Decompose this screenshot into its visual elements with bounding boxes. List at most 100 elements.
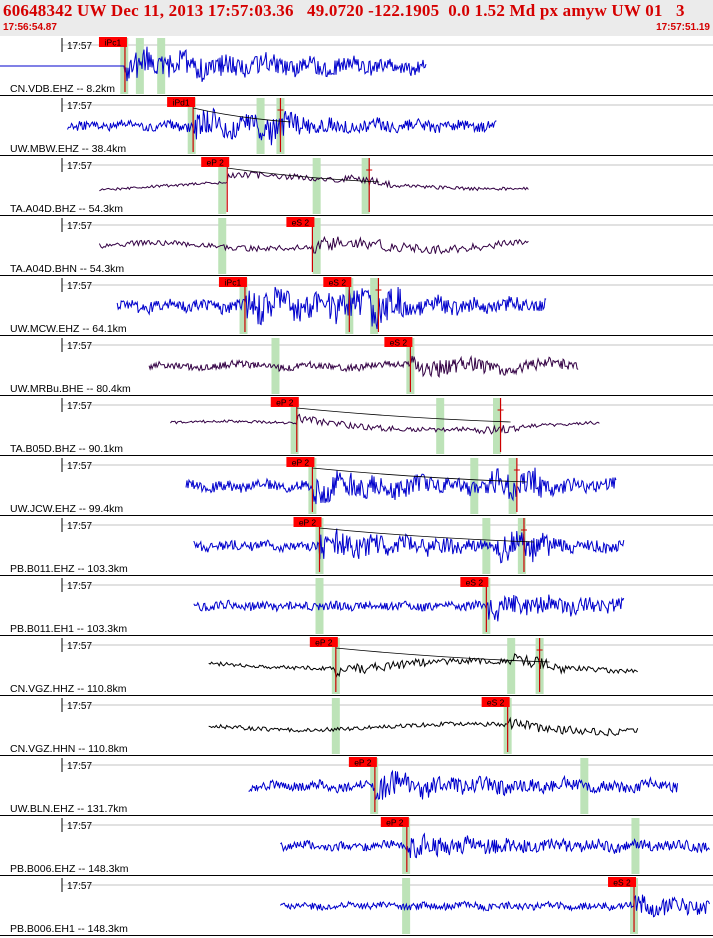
station-label: UW.BLN.EHZ -- 131.7km [10, 803, 128, 815]
trace-panel: 17:57 eS 2 PB.B011.EH1 -- 103.3km [0, 577, 713, 636]
pick-label: eS 2 [487, 698, 505, 708]
pick-label: eP 2 [386, 818, 404, 828]
station-label: UW.MCW.EHZ -- 64.1km [10, 323, 127, 335]
phase-window-band [218, 218, 227, 274]
phase-window-band [331, 698, 340, 754]
event-header: 60648342 UW Dec 11, 2013 17:57:03.36 49.… [0, 0, 713, 36]
trace-panel: 17:57 eP 2 TA.B05D.BHZ -- 90.1km [0, 397, 713, 456]
pick-label: eP 2 [276, 398, 294, 408]
phase-window-band [187, 98, 196, 154]
station-label: PB.B006.EH1 -- 148.3km [10, 923, 128, 935]
time-tick-label: 17:57 [67, 761, 92, 772]
station-label: TA.A04D.BHN -- 54.3km [10, 263, 124, 275]
pick-flag [323, 277, 352, 287]
pick-label: eP 2 [292, 458, 310, 468]
phase-window-band [370, 278, 379, 334]
pick-flag [384, 337, 413, 347]
station-label: PB.B006.EHZ -- 148.3km [10, 863, 129, 875]
pick-flag [98, 37, 127, 47]
waveform-trace [185, 467, 617, 505]
waveform-trace [193, 594, 625, 622]
time-tick-label: 17:57 [67, 221, 92, 232]
time-tick-label: 17:57 [67, 821, 92, 832]
waveform-trace [280, 832, 710, 859]
travel-time-curve [227, 167, 380, 183]
time-tick-label: 17:57 [67, 281, 92, 292]
trace-panel: 17:57 eS 2 TA.A04D.BHN -- 54.3km [0, 217, 713, 276]
time-tick-label: 17:57 [67, 521, 92, 532]
time-tick-label: 17:57 [67, 401, 92, 412]
pick-label: eP 2 [299, 518, 317, 528]
trace-panel: 17:57 iPd1 UW.MBW.EHZ -- 38.4km [0, 97, 713, 156]
time-tick-label: 17:57 [67, 641, 92, 652]
pick-flag [293, 517, 322, 527]
trace-panel: 17:57 eS 2 UW.MRBu.BHE -- 80.4km [0, 337, 713, 396]
waveform-trace [67, 107, 497, 146]
waveform-trace [280, 894, 710, 918]
time-tick-label: 17:57 [67, 701, 92, 712]
phase-window-band [290, 398, 299, 454]
travel-time-curve [193, 107, 291, 123]
pick-flag [286, 217, 315, 227]
waveform-trace [98, 235, 529, 255]
pick-flag [380, 817, 409, 827]
time-tick-label: 17:57 [67, 161, 92, 172]
waveform-trace [99, 171, 529, 192]
waveform-trace [248, 769, 678, 801]
time-tick-label: 17:57 [67, 581, 92, 592]
station-label: CN.VDB.EHZ -- 8.2km [10, 83, 115, 95]
pick-label: iPc1 [225, 278, 242, 288]
pick-flag [218, 277, 247, 287]
pick-label: eS 2 [466, 578, 484, 588]
phase-window-band [507, 638, 516, 694]
station-label: TA.A04D.BHZ -- 54.3km [10, 203, 123, 215]
pick-flag [481, 697, 510, 707]
waveform-trace [148, 354, 579, 378]
time-tick-label: 17:57 [67, 41, 92, 52]
phase-window-band [631, 818, 640, 874]
waveform-trace [116, 286, 547, 330]
station-label: UW.MBW.EHZ -- 38.4km [10, 143, 126, 155]
trace-panel: 17:57 eS 2 PB.B006.EH1 -- 148.3km [0, 877, 713, 936]
phase-window-band [493, 398, 501, 454]
pick-flag [270, 397, 299, 407]
pick-flag [167, 97, 196, 107]
phase-window-band [157, 38, 166, 94]
pick-label: iPd1 [173, 98, 190, 108]
phase-window-band [508, 458, 517, 514]
end-time-label: 17:57:51.19 [656, 22, 710, 33]
pick-flag [460, 577, 489, 587]
start-time-label: 17:56:54.87 [3, 22, 57, 33]
waveform-trace [0, 46, 427, 82]
trace-panel: 17:57 eP 2 UW.BLN.EHZ -- 131.7km [0, 757, 713, 816]
phase-window-band [135, 38, 144, 94]
phase-window-band [256, 98, 265, 154]
pick-label: eS 2 [292, 218, 310, 228]
phase-window-band [436, 398, 445, 454]
trace-panel: 17:57 iPc1 eS 2 UW.MCW.EHZ -- 64.1km [0, 277, 713, 336]
phase-window-band [370, 758, 379, 814]
phase-window-band [218, 158, 227, 214]
time-tick-label: 17:57 [67, 461, 92, 472]
phase-window-band [361, 158, 370, 214]
trace-panel: 17:57 eP 2 PB.B011.EHZ -- 103.3km [0, 517, 713, 576]
pick-label: eS 2 [390, 338, 408, 348]
station-label: UW.MRBu.BHE -- 80.4km [10, 383, 131, 395]
travel-time-curve [296, 407, 511, 423]
waveform-trace [193, 528, 625, 564]
trace-panel: 17:57 eP 2 CN.VGZ.HHZ -- 110.8km [0, 637, 713, 696]
trace-panel: 17:57 eP 2 PB.B006.EHZ -- 148.3km [0, 817, 713, 876]
station-label: CN.VGZ.HHN -- 110.8km [10, 743, 128, 755]
trace-panel: 17:57 eS 2 CN.VGZ.HHN -- 110.8km [0, 697, 713, 756]
station-label: PB.B011.EHZ -- 103.3km [10, 563, 128, 575]
pick-flag [201, 157, 230, 167]
trace-panel: 17:57 eP 2 TA.A04D.BHZ -- 54.3km [0, 157, 713, 216]
station-label: TA.B05D.BHZ -- 90.1km [10, 443, 123, 455]
waveform-trace [170, 413, 600, 435]
station-label: CN.VGZ.HHZ -- 110.8km [10, 683, 127, 695]
pick-label: eP 2 [315, 638, 333, 648]
waveform-trace [208, 716, 639, 737]
time-tick-label: 17:57 [67, 101, 92, 112]
waveform-plot[interactable]: 17:57 iPc1 CN.VDB.EHZ -- 8.2km 17:57 iPd1 UW.… [0, 36, 713, 938]
pick-label: eS 2 [329, 278, 347, 288]
